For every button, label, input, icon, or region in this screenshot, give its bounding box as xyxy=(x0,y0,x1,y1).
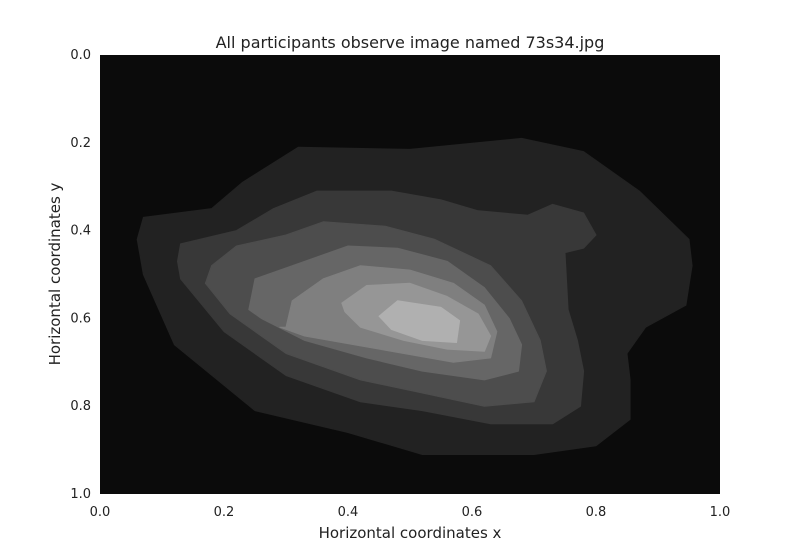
contour-level-7 xyxy=(378,300,461,343)
x-tick-label: 0.8 xyxy=(586,505,607,520)
y-axis-ticks: 0.0 0.2 0.4 0.6 0.8 1.0 xyxy=(70,48,91,502)
x-tick-label: 1.0 xyxy=(710,505,731,520)
x-tick-label: 0.0 xyxy=(90,505,111,520)
chart-title: All participants observe image named 73s… xyxy=(216,33,605,52)
y-tick-label: 1.0 xyxy=(70,487,91,502)
x-tick-label: 0.4 xyxy=(338,505,359,520)
x-tick-label: 0.6 xyxy=(462,505,483,520)
y-tick-label: 0.4 xyxy=(70,224,91,239)
y-tick-label: 0.8 xyxy=(70,399,91,414)
contour-layer xyxy=(136,137,693,455)
x-axis-ticks: 0.0 0.2 0.4 0.6 0.8 1.0 xyxy=(90,505,731,520)
x-axis-label: Horizontal coordinates x xyxy=(319,524,502,542)
x-tick-label: 0.2 xyxy=(214,505,235,520)
y-tick-label: 0.6 xyxy=(70,311,91,326)
y-axis-label: Horizontal coordinates y xyxy=(46,182,64,365)
y-tick-label: 0.2 xyxy=(70,136,91,151)
y-tick-label: 0.0 xyxy=(70,48,91,63)
